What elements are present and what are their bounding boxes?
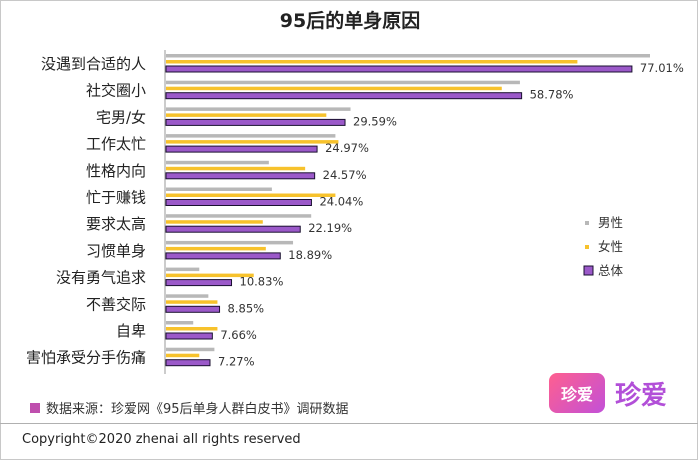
footer-divider — [0, 423, 698, 424]
bar-male — [166, 240, 294, 245]
bar-male — [166, 134, 336, 138]
bar-total — [165, 172, 316, 180]
data-label: 77.01% — [640, 61, 684, 75]
logo-text: 珍爱 — [615, 380, 668, 411]
data-label: 24.04% — [319, 195, 363, 209]
category-label: 工作太忙 — [86, 135, 146, 153]
legend-swatch-female — [585, 245, 589, 249]
bar-male — [166, 54, 650, 58]
bar-male — [166, 187, 272, 191]
bar-female — [166, 300, 218, 304]
bar-total — [165, 332, 213, 340]
data-label: 22.19% — [308, 221, 352, 235]
legend-swatch-total — [583, 265, 594, 276]
bar-total — [165, 252, 281, 260]
bar-total — [165, 279, 233, 287]
source-text: 数据来源：珍爱网《95后单身人群白皮书》调研数据 — [46, 402, 349, 417]
category-label: 性格内向 — [86, 162, 146, 180]
category-label: 忙于赚钱 — [86, 189, 146, 207]
data-label: 24.97% — [325, 141, 369, 155]
category-label: 宅男/女 — [96, 108, 146, 126]
bar-female — [166, 86, 502, 91]
data-label: 24.57% — [323, 168, 367, 182]
category-label: 没遇到合适的人 — [41, 55, 146, 73]
bar-total — [165, 92, 523, 100]
bar-male — [166, 214, 312, 218]
category-label: 不善交际 — [86, 295, 146, 313]
bar-male — [166, 267, 200, 272]
bar-female — [166, 246, 266, 251]
bar-female — [166, 193, 336, 197]
data-label: 10.83% — [240, 275, 284, 289]
legend-label: 男性 — [598, 215, 623, 230]
bar-male — [166, 160, 269, 165]
bar-female — [166, 353, 200, 358]
legend-label: 女性 — [598, 239, 623, 254]
copyright-text: Copyright©2020 zhenai all rights reserve… — [22, 432, 301, 447]
legend-swatch-male — [585, 221, 589, 225]
bar-total — [165, 225, 301, 233]
bar-male — [166, 107, 351, 111]
bar-total — [165, 359, 211, 367]
data-label: 29.59% — [353, 114, 397, 128]
bar-female — [166, 273, 254, 278]
category-label: 社交圈小 — [86, 82, 146, 100]
bar-female — [166, 166, 306, 171]
bar-total — [165, 118, 346, 126]
data-label: 7.27% — [218, 355, 255, 369]
bar-total — [165, 65, 633, 73]
bar-male — [166, 294, 209, 298]
bar-total — [165, 199, 312, 206]
category-label: 自卑 — [116, 322, 146, 340]
data-label: 58.78% — [530, 88, 574, 102]
bar-female — [166, 140, 339, 144]
bar-total — [165, 145, 318, 153]
category-label: 习惯单身 — [86, 242, 146, 260]
bar-female — [166, 60, 578, 64]
bar-total — [165, 305, 221, 313]
bar-male — [166, 80, 520, 85]
category-label: 要求太高 — [86, 215, 146, 233]
bar-chart: 没遇到合适的人 77.01% 社交圈小 58.78% 宅男/女 29.59% 工作太忙 24.… — [26, 50, 684, 374]
bar-female — [166, 327, 218, 331]
data-label: 18.89% — [288, 248, 332, 262]
bar-male — [166, 347, 215, 352]
bar-male — [166, 321, 194, 325]
brand-logo: 珍爱 珍爱 — [549, 373, 667, 413]
category-label: 害怕承受分手伤痛 — [26, 349, 146, 367]
logo-badge: 珍爱 — [549, 373, 605, 413]
category-label: 没有勇气追求 — [56, 269, 146, 287]
bar-female — [166, 113, 327, 117]
data-label: 8.85% — [228, 301, 265, 315]
data-label: 7.66% — [220, 328, 257, 342]
bar-female — [166, 220, 263, 224]
source-note: 数据来源：珍爱网《95后单身人群白皮书》调研数据 — [30, 398, 349, 417]
chart-title: 95后的单身原因 — [279, 10, 421, 32]
legend-label: 总体 — [598, 263, 624, 278]
source-marker-icon — [30, 402, 40, 413]
